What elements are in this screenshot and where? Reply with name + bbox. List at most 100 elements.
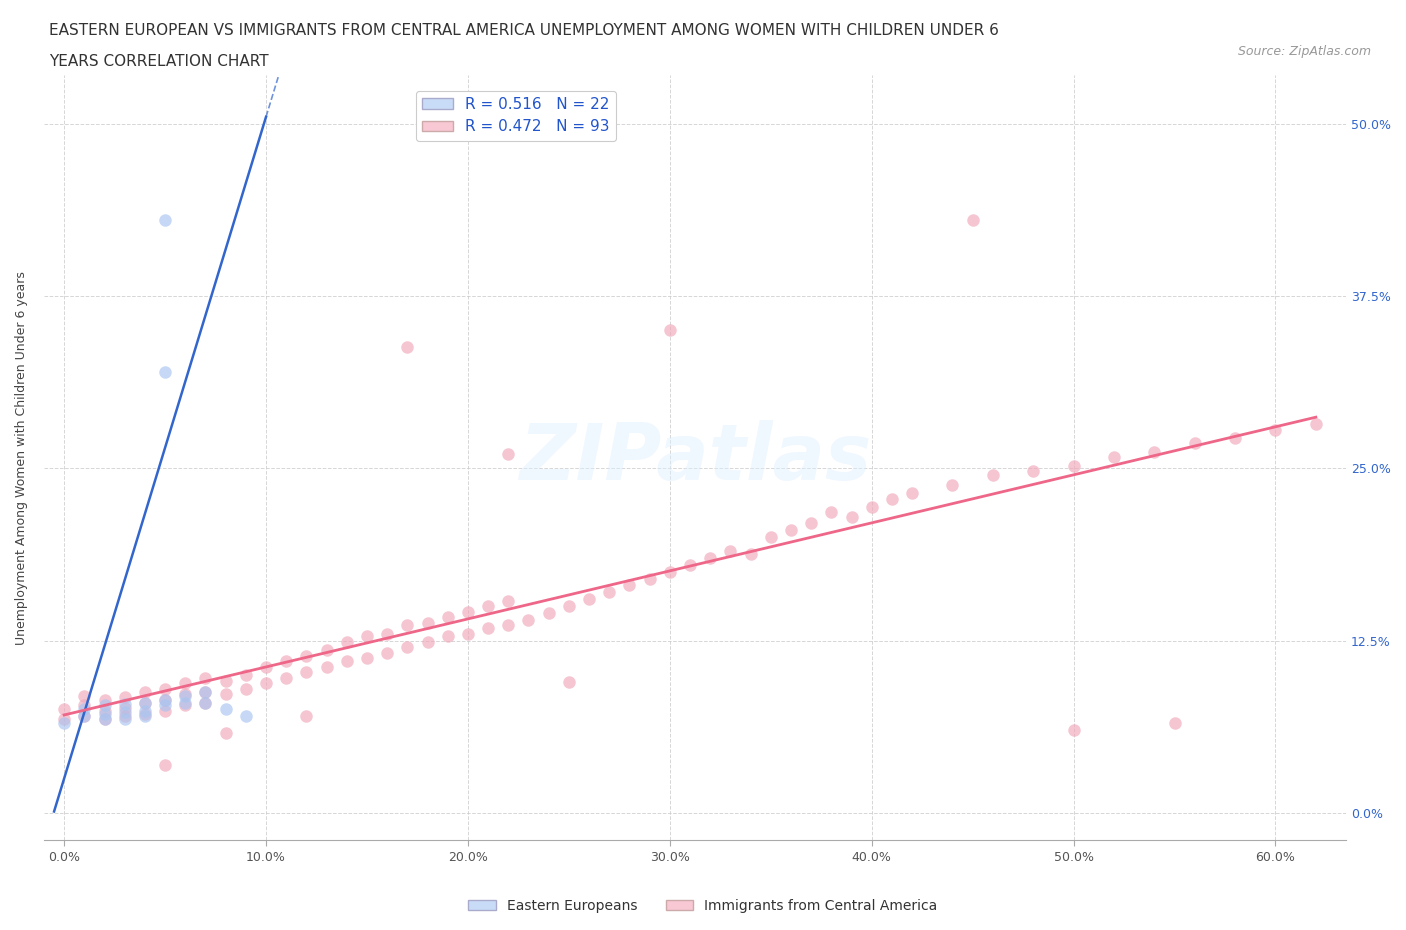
Point	[759, 530, 782, 545]
Point	[1063, 723, 1085, 737]
Point	[174, 688, 197, 703]
Point	[114, 700, 136, 715]
Point	[517, 613, 540, 628]
Point	[498, 618, 520, 632]
Point	[73, 709, 96, 724]
Point	[498, 447, 520, 462]
Point	[841, 509, 863, 524]
Point	[194, 684, 217, 699]
Point	[153, 693, 176, 708]
Point	[578, 591, 600, 606]
Point	[396, 339, 419, 354]
Point	[981, 468, 1004, 483]
Point	[194, 695, 217, 710]
Point	[93, 706, 115, 721]
Point	[153, 698, 176, 712]
Point	[619, 578, 641, 593]
Point	[336, 634, 359, 649]
Point	[235, 709, 257, 724]
Point	[396, 640, 419, 655]
Point	[1102, 450, 1125, 465]
Point	[880, 491, 903, 506]
Point	[93, 698, 115, 712]
Point	[1305, 417, 1327, 432]
Point	[598, 585, 620, 600]
Legend: Eastern Europeans, Immigrants from Central America: Eastern Europeans, Immigrants from Centr…	[463, 894, 943, 919]
Point	[457, 604, 479, 619]
Point	[73, 709, 96, 724]
Point	[194, 684, 217, 699]
Point	[215, 702, 238, 717]
Point	[558, 674, 581, 689]
Point	[93, 711, 115, 726]
Point	[174, 676, 197, 691]
Point	[375, 626, 398, 641]
Point	[134, 709, 156, 724]
Point	[436, 629, 458, 644]
Point	[134, 695, 156, 710]
Point	[254, 659, 277, 674]
Point	[416, 634, 439, 649]
Point	[718, 543, 741, 558]
Point	[93, 703, 115, 718]
Point	[153, 757, 176, 772]
Point	[941, 477, 963, 492]
Point	[820, 505, 842, 520]
Point	[740, 546, 762, 561]
Point	[658, 323, 681, 338]
Point	[477, 599, 499, 614]
Point	[194, 671, 217, 685]
Point	[780, 523, 803, 538]
Point	[215, 673, 238, 688]
Point	[1143, 445, 1166, 459]
Point	[53, 702, 76, 717]
Point	[295, 709, 318, 724]
Text: EASTERN EUROPEAN VS IMMIGRANTS FROM CENTRAL AMERICA UNEMPLOYMENT AMONG WOMEN WIT: EASTERN EUROPEAN VS IMMIGRANTS FROM CENT…	[49, 23, 1000, 38]
Point	[295, 665, 318, 680]
Point	[93, 693, 115, 708]
Text: ZIPatlas: ZIPatlas	[519, 420, 872, 496]
Point	[134, 684, 156, 699]
Point	[558, 599, 581, 614]
Point	[254, 676, 277, 691]
Point	[962, 213, 984, 228]
Point	[800, 516, 823, 531]
Point	[457, 626, 479, 641]
Point	[235, 682, 257, 697]
Point	[477, 620, 499, 635]
Point	[1063, 458, 1085, 473]
Point	[174, 695, 197, 710]
Point	[356, 629, 378, 644]
Legend: R = 0.516   N = 22, R = 0.472   N = 93: R = 0.516 N = 22, R = 0.472 N = 93	[416, 91, 616, 140]
Point	[153, 365, 176, 379]
Point	[73, 702, 96, 717]
Point	[134, 703, 156, 718]
Point	[638, 571, 661, 586]
Point	[276, 654, 298, 669]
Point	[1163, 716, 1185, 731]
Point	[215, 725, 238, 740]
Point	[215, 687, 238, 702]
Point	[153, 213, 176, 228]
Point	[114, 705, 136, 720]
Point	[1223, 431, 1246, 445]
Point	[153, 682, 176, 697]
Point	[498, 593, 520, 608]
Text: Source: ZipAtlas.com: Source: ZipAtlas.com	[1237, 45, 1371, 58]
Point	[901, 485, 924, 500]
Point	[436, 610, 458, 625]
Point	[1264, 422, 1286, 437]
Point	[93, 711, 115, 726]
Point	[134, 695, 156, 710]
Point	[396, 618, 419, 632]
Point	[73, 698, 96, 712]
Point	[153, 703, 176, 718]
Point	[114, 697, 136, 711]
Point	[356, 651, 378, 666]
Point	[174, 698, 197, 712]
Point	[315, 643, 337, 658]
Point	[416, 616, 439, 631]
Point	[315, 659, 337, 674]
Point	[679, 557, 702, 572]
Y-axis label: Unemployment Among Women with Children Under 6 years: Unemployment Among Women with Children U…	[15, 271, 28, 644]
